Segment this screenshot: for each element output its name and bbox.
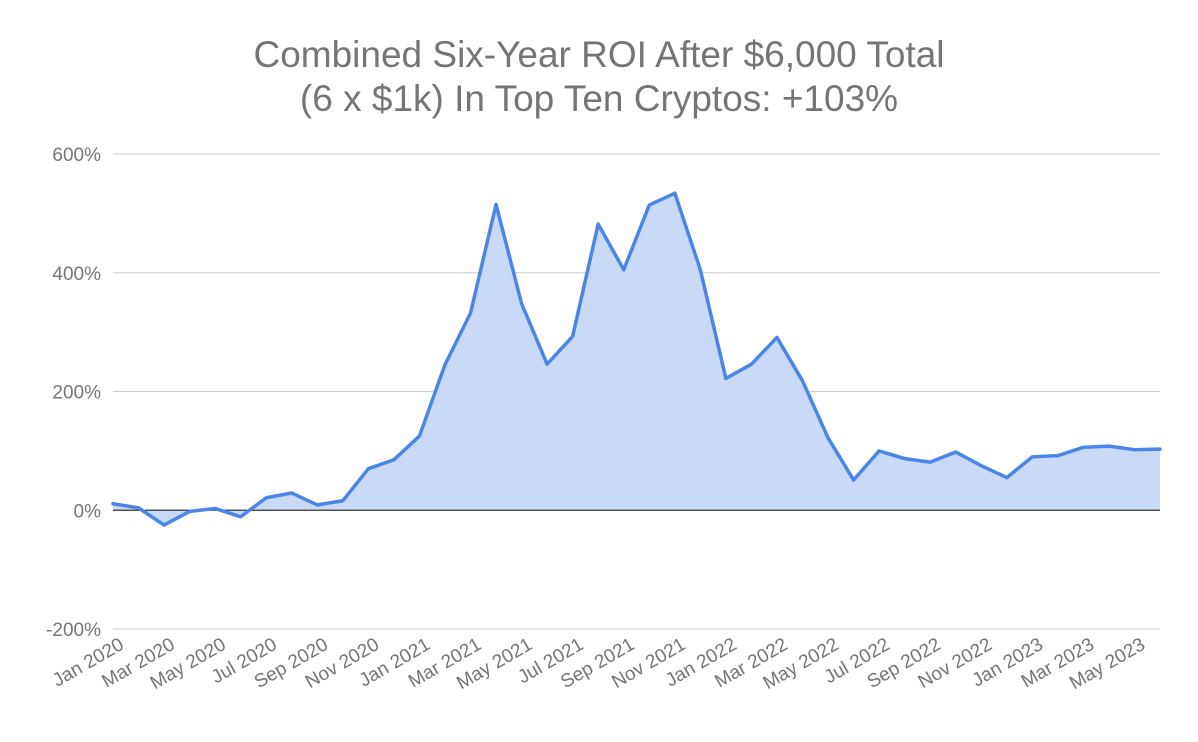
y-tick-label: 600%	[52, 145, 101, 166]
series-line	[111, 191, 1162, 527]
y-tick-label: -200%	[46, 620, 101, 641]
series-area	[113, 193, 1160, 526]
y-axis-labels: 600% 400% 200% 0% -200%	[46, 145, 101, 641]
line-layer	[111, 191, 1162, 527]
area-layer	[113, 193, 1160, 526]
y-tick-label: 0%	[74, 501, 102, 522]
y-tick-label: 400%	[52, 264, 101, 285]
chart-title-line-2: (6 x $1k) In Top Ten Cryptos: +103%	[299, 78, 899, 119]
y-tick-label: 200%	[52, 383, 101, 404]
chart-title-line-1: Combined Six-Year ROI After $6,000 Total	[253, 34, 945, 75]
